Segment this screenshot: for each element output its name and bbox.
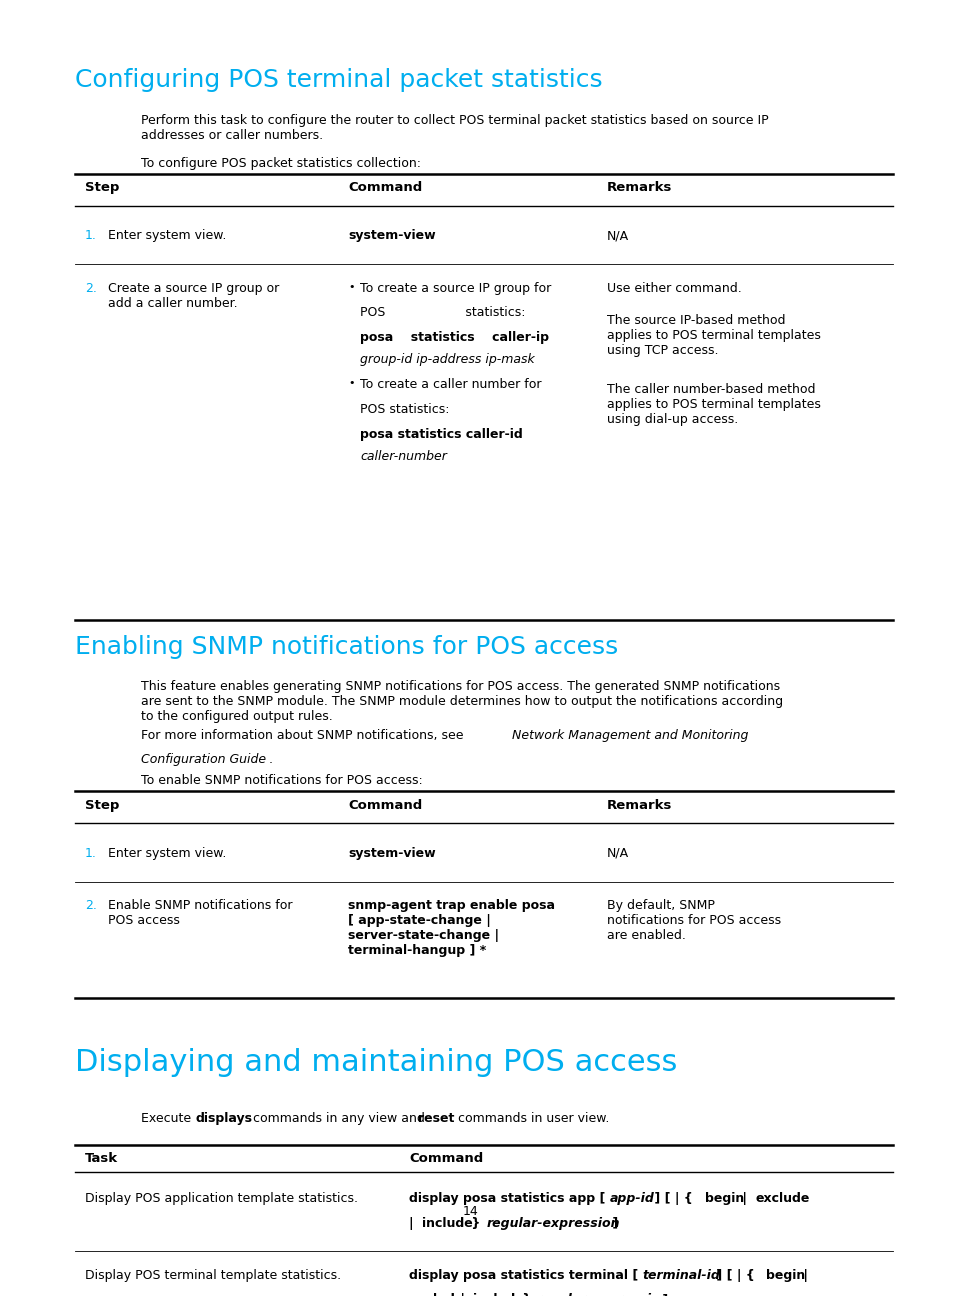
Text: This feature enables generating SNMP notifications for POS access. The generated: This feature enables generating SNMP not…: [141, 679, 782, 723]
Text: Remarks: Remarks: [606, 181, 671, 194]
Text: ] [ | {: ] [ | {: [649, 1192, 696, 1205]
Text: •: •: [348, 281, 355, 292]
Text: Remarks: Remarks: [606, 798, 671, 811]
Text: Command: Command: [348, 181, 422, 194]
Text: 1.: 1.: [85, 848, 96, 861]
Text: caller-number: caller-number: [360, 450, 447, 463]
Text: Display POS application template statistics.: Display POS application template statist…: [85, 1192, 357, 1205]
Text: regular-expression: regular-expression: [536, 1293, 669, 1296]
Text: .: .: [269, 753, 273, 766]
Text: Network Management and Monitoring: Network Management and Monitoring: [512, 730, 748, 743]
Text: Perform this task to configure the router to collect POS terminal packet statist: Perform this task to configure the route…: [141, 114, 768, 143]
Text: group-id ip-address ip-mask: group-id ip-address ip-mask: [360, 354, 535, 367]
Text: Configuring POS terminal packet statistics: Configuring POS terminal packet statisti…: [75, 69, 602, 92]
Text: Execute: Execute: [141, 1112, 195, 1125]
Text: reset: reset: [418, 1112, 455, 1125]
Text: By default, SNMP
notifications for POS access
are enabled.: By default, SNMP notifications for POS a…: [606, 899, 780, 942]
Text: Command: Command: [409, 1152, 483, 1165]
Text: |: |: [409, 1217, 417, 1230]
Text: N/A: N/A: [606, 848, 628, 861]
Text: N/A: N/A: [606, 229, 628, 242]
Text: Command: Command: [348, 798, 422, 811]
Text: regular-expression: regular-expression: [486, 1217, 619, 1230]
Text: system-view: system-view: [348, 229, 436, 242]
Text: include: include: [473, 1293, 523, 1296]
Text: posa    statistics    caller-ip: posa statistics caller-ip: [360, 330, 549, 345]
Text: 2.: 2.: [85, 899, 96, 912]
Text: Enter system view.: Enter system view.: [108, 848, 226, 861]
Text: Configuration Guide: Configuration Guide: [141, 753, 266, 766]
Text: To create a source IP group for: To create a source IP group for: [360, 281, 551, 294]
Text: Create a source IP group or
add a caller number.: Create a source IP group or add a caller…: [108, 281, 279, 310]
Text: displays: displays: [195, 1112, 253, 1125]
Text: terminal-id: terminal-id: [641, 1269, 720, 1282]
Text: }: }: [517, 1293, 536, 1296]
Text: Use either command.: Use either command.: [606, 281, 740, 294]
Text: include: include: [422, 1217, 473, 1230]
Text: ]: ]: [658, 1293, 668, 1296]
Text: For more information about SNMP notifications, see: For more information about SNMP notifica…: [141, 730, 467, 743]
Text: app-id: app-id: [610, 1192, 655, 1205]
Text: posa statistics caller-id: posa statistics caller-id: [360, 428, 522, 441]
Text: snmp-agent trap enable posa
[ app-state-change |
server-state-change |
terminal-: snmp-agent trap enable posa [ app-state-…: [348, 899, 555, 956]
Text: Task: Task: [85, 1152, 117, 1165]
Text: To enable SNMP notifications for POS access:: To enable SNMP notifications for POS acc…: [141, 774, 422, 787]
Text: display posa statistics terminal [: display posa statistics terminal [: [409, 1269, 642, 1282]
Text: Step: Step: [85, 181, 119, 194]
Text: exclude: exclude: [409, 1293, 463, 1296]
Text: exclude: exclude: [754, 1192, 808, 1205]
Text: ]: ]: [608, 1217, 618, 1230]
Text: |: |: [738, 1192, 751, 1205]
Text: commands in user view.: commands in user view.: [454, 1112, 609, 1125]
Text: }: }: [467, 1217, 484, 1230]
Text: The caller number-based method
applies to POS terminal templates
using dial-up a: The caller number-based method applies t…: [606, 384, 820, 426]
Text: 14: 14: [462, 1205, 477, 1218]
Text: display posa statistics app [: display posa statistics app [: [409, 1192, 609, 1205]
Text: Displaying and maintaining POS access: Displaying and maintaining POS access: [75, 1048, 677, 1077]
Text: Enabling SNMP notifications for POS access: Enabling SNMP notifications for POS acce…: [75, 635, 618, 658]
Text: begin: begin: [765, 1269, 804, 1282]
Text: begin: begin: [704, 1192, 743, 1205]
Text: |: |: [799, 1269, 807, 1282]
Text: ] [ | {: ] [ | {: [711, 1269, 759, 1282]
Text: Enter system view.: Enter system view.: [108, 229, 226, 242]
Text: 2.: 2.: [85, 281, 96, 294]
Text: •: •: [348, 378, 355, 389]
Text: To configure POS packet statistics collection:: To configure POS packet statistics colle…: [141, 158, 420, 171]
Text: POS                    statistics:: POS statistics:: [360, 306, 525, 319]
Text: Step: Step: [85, 798, 119, 811]
Text: 1.: 1.: [85, 229, 96, 242]
Text: The source IP-based method
applies to POS terminal templates
using TCP access.: The source IP-based method applies to PO…: [606, 314, 820, 356]
Text: system-view: system-view: [348, 848, 436, 861]
Text: Enable SNMP notifications for
POS access: Enable SNMP notifications for POS access: [108, 899, 293, 927]
Text: Display POS terminal template statistics.: Display POS terminal template statistics…: [85, 1269, 340, 1282]
Text: commands in any view and: commands in any view and: [249, 1112, 429, 1125]
Text: |: |: [456, 1293, 469, 1296]
Text: To create a caller number for: To create a caller number for: [360, 378, 541, 391]
Text: POS statistics:: POS statistics:: [360, 403, 449, 416]
